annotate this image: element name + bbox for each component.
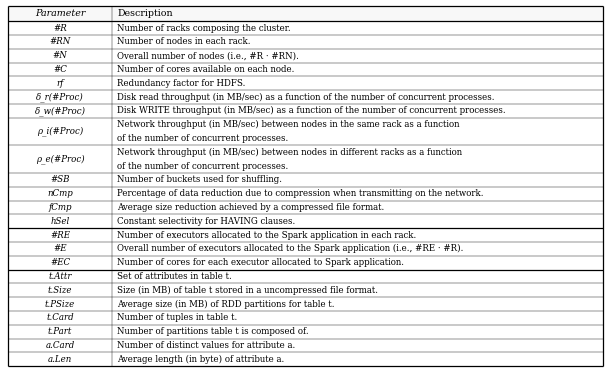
Text: Number of buckets used for shuffling.: Number of buckets used for shuffling.	[117, 176, 282, 184]
Text: Redundancy factor for HDFS.: Redundancy factor for HDFS.	[117, 79, 245, 88]
Text: Set of attributes in table t.: Set of attributes in table t.	[117, 272, 232, 281]
Text: #C: #C	[53, 65, 67, 74]
Text: Size (in MB) of table t stored in a uncompressed file format.: Size (in MB) of table t stored in a unco…	[117, 286, 378, 295]
Text: Number of racks composing the cluster.: Number of racks composing the cluster.	[117, 24, 290, 33]
Text: Overall number of nodes (i.e., #R · #RN).: Overall number of nodes (i.e., #R · #RN)…	[117, 51, 299, 60]
Text: Description: Description	[117, 9, 173, 18]
Text: of the number of concurrent processes.: of the number of concurrent processes.	[117, 162, 289, 171]
Text: a.Len: a.Len	[48, 355, 72, 364]
Text: t.PSize: t.PSize	[45, 300, 75, 309]
Text: Number of tuples in table t.: Number of tuples in table t.	[117, 314, 238, 322]
Text: Disk WRITE throughput (in MB/sec) as a function of the number of concurrent proc: Disk WRITE throughput (in MB/sec) as a f…	[117, 106, 505, 116]
Text: Percentage of data reduction due to compression when transmitting on the network: Percentage of data reduction due to comp…	[117, 189, 484, 198]
Bar	[8, 6, 603, 21]
Text: t.Part: t.Part	[48, 327, 72, 336]
Text: ρ_i(#Proc): ρ_i(#Proc)	[37, 127, 83, 137]
Text: hSel: hSel	[51, 217, 69, 226]
Text: t.Attr: t.Attr	[48, 272, 72, 281]
Text: Overall number of executors allocated to the Spark application (i.e., #RE · #R).: Overall number of executors allocated to…	[117, 244, 463, 254]
Text: Number of partitions table t is composed of.: Number of partitions table t is composed…	[117, 327, 309, 336]
Text: #RE: #RE	[50, 231, 70, 240]
Text: #E: #E	[54, 244, 67, 254]
Text: Network throughput (in MB/sec) between nodes in different racks as a function: Network throughput (in MB/sec) between n…	[117, 148, 462, 156]
Text: #RN: #RN	[49, 38, 71, 46]
Text: Number of cores for each executor allocated to Spark application.: Number of cores for each executor alloca…	[117, 258, 404, 267]
Text: Network throughput (in MB/sec) between nodes in the same rack as a function: Network throughput (in MB/sec) between n…	[117, 120, 460, 129]
Text: #EC: #EC	[50, 258, 70, 267]
Text: ρ_e(#Proc): ρ_e(#Proc)	[36, 154, 85, 164]
Text: Average length (in byte) of attribute a.: Average length (in byte) of attribute a.	[117, 355, 284, 364]
Text: of the number of concurrent processes.: of the number of concurrent processes.	[117, 134, 289, 143]
Text: Parameter: Parameter	[35, 9, 85, 18]
Text: fCmp: fCmp	[48, 203, 72, 212]
Text: Constant selectivity for HAVING clauses.: Constant selectivity for HAVING clauses.	[117, 217, 295, 226]
Text: Disk read throughput (in MB/sec) as a function of the number of concurrent proce: Disk read throughput (in MB/sec) as a fu…	[117, 92, 495, 102]
Text: t.Card: t.Card	[46, 314, 74, 322]
Text: Number of executors allocated to the Spark application in each rack.: Number of executors allocated to the Spa…	[117, 231, 417, 240]
Text: Average size (in MB) of RDD partitions for table t.: Average size (in MB) of RDD partitions f…	[117, 300, 334, 309]
Text: a.Card: a.Card	[46, 341, 75, 350]
Text: #N: #N	[53, 51, 68, 60]
Text: nCmp: nCmp	[47, 189, 73, 198]
Text: δ_r(#Proc): δ_r(#Proc)	[36, 92, 84, 102]
Text: rf: rf	[57, 79, 64, 88]
Text: δ_w(#Proc): δ_w(#Proc)	[35, 106, 85, 116]
Text: Number of nodes in each rack.: Number of nodes in each rack.	[117, 38, 251, 46]
Text: #SB: #SB	[51, 176, 70, 184]
Text: Number of distinct values for attribute a.: Number of distinct values for attribute …	[117, 341, 295, 350]
Text: Number of cores available on each node.: Number of cores available on each node.	[117, 65, 295, 74]
Text: #R: #R	[53, 24, 67, 33]
Text: t.Size: t.Size	[48, 286, 72, 295]
Text: Average size reduction achieved by a compressed file format.: Average size reduction achieved by a com…	[117, 203, 384, 212]
